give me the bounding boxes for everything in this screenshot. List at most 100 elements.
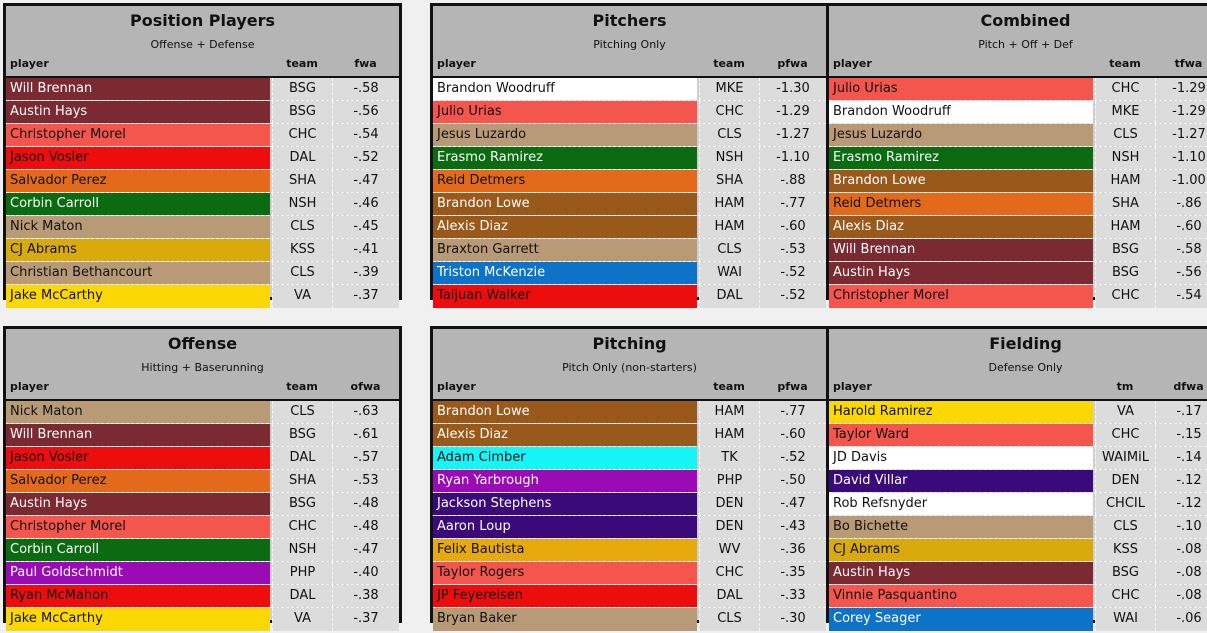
team-cell: PHP [272,562,332,584]
column-header-player[interactable]: player [437,380,476,393]
player-name-cell: Bryan Baker [433,608,697,631]
value-cell: -.60 [759,424,826,446]
column-header-player[interactable]: player [833,380,872,393]
column-header-value[interactable]: fwa [354,57,377,70]
value-cell: -.14 [1155,447,1207,469]
team-cell: CLS [699,608,759,631]
player-name-cell: Taylor Ward [829,424,1093,446]
panel-header: Pitching Pitch Only (non-starters) player t… [433,329,826,399]
value-cell: -.06 [1155,608,1207,631]
player-name-cell: Ryan McMahon [6,585,270,607]
column-header-player[interactable]: player [10,380,49,393]
player-name-cell: Taylor Rogers [433,562,697,584]
column-header-team[interactable]: team [713,380,745,393]
panel-subtitle: Pitch + Off + Def [978,38,1073,51]
value-cell: -.08 [1155,539,1207,561]
table-row: Reid Detmers SHA -.88 [433,170,826,193]
team-cell: HAM [1095,216,1155,238]
panel-offense: Offense Hitting + Baserunning player team of… [3,326,402,631]
panel-subtitle: Defense Only [988,361,1063,374]
column-header-team[interactable]: team [286,57,318,70]
value-cell: -.43 [759,516,826,538]
column-header-value[interactable]: pfwa [777,380,808,393]
team-cell: BSG [1095,262,1155,284]
team-cell: NSH [699,147,759,169]
column-header-value[interactable]: dfwa [1173,380,1204,393]
value-cell: -.57 [332,447,399,469]
value-cell: -.63 [332,401,399,423]
table-row: Alexis Diaz HAM -.60 [829,216,1207,239]
team-cell: BSG [272,101,332,123]
value-cell: -.37 [332,285,399,308]
value-cell: -.60 [1155,216,1207,238]
value-cell: -.50 [759,470,826,492]
team-cell: DAL [699,585,759,607]
table-row: Julio Urias CHC -1.29 [829,78,1207,101]
table-row: Bryan Baker CLS -.30 [433,608,826,631]
team-cell: DAL [699,285,759,308]
column-header-value[interactable]: tfwa [1174,57,1203,70]
value-cell: -.47 [759,493,826,515]
column-header-player[interactable]: player [437,57,476,70]
player-name-cell: Jake McCarthy [6,608,270,631]
player-name-cell: Christopher Morel [6,516,270,538]
table-row: Taylor Ward CHC -.15 [829,424,1207,447]
team-cell: DEN [1095,470,1155,492]
table-row: Aaron Loup DEN -.43 [433,516,826,539]
column-header-team[interactable]: team [1109,57,1141,70]
value-cell: -.54 [332,124,399,146]
table-row: Salvador Perez SHA -.47 [6,170,399,193]
value-cell: -.35 [759,562,826,584]
value-cell: -1.29 [759,101,826,123]
column-header-value[interactable]: ofwa [350,380,381,393]
player-name-cell: Brandon Lowe [433,193,697,215]
table-row: Austin Hays BSG -.08 [829,562,1207,585]
team-cell: CHC [272,124,332,146]
panel-title: Position Players [129,11,276,30]
column-header-value[interactable]: pfwa [777,57,808,70]
team-cell: BSG [272,493,332,515]
column-header-team[interactable]: tm [1116,380,1134,393]
table-row: Christopher Morel CHC -.54 [829,285,1207,308]
player-name-cell: Braxton Garrett [433,239,697,261]
table-row: Corey Seager WAI -.06 [829,608,1207,631]
column-header-player[interactable]: player [10,57,49,70]
player-name-cell: Nick Maton [6,216,270,238]
value-cell: -.58 [1155,239,1207,261]
table-row: Brandon Woodruff MKE -1.30 [433,78,826,101]
column-header-team[interactable]: team [286,380,318,393]
value-cell: -.17 [1155,401,1207,423]
player-name-cell: Jake McCarthy [6,285,270,308]
column-header-player[interactable]: player [833,57,872,70]
team-cell: CHCIL [1095,493,1155,515]
player-name-cell: Austin Hays [829,262,1093,284]
team-cell: DEN [699,516,759,538]
value-cell: -.38 [332,585,399,607]
team-cell: WAI [1095,608,1155,631]
player-name-cell: Will Brennan [6,78,270,100]
team-cell: HAM [1095,170,1155,192]
table-row: Erasmo Ramirez NSH -1.10 [433,147,826,170]
player-name-cell: Corey Seager [829,608,1093,631]
player-name-cell: Aaron Loup [433,516,697,538]
team-cell: HAM [699,216,759,238]
value-cell: -.12 [1155,493,1207,515]
team-cell: CHC [272,516,332,538]
player-name-cell: Corbin Carroll [6,539,270,561]
table-row: Brandon Lowe HAM -.77 [433,401,826,424]
table-row: JP Feyereisen DAL -.33 [433,585,826,608]
team-cell: SHA [1095,193,1155,215]
player-name-cell: Erasmo Ramirez [433,147,697,169]
player-name-cell: Taijuan Walker [433,285,697,308]
table-row: Austin Hays BSG -.48 [6,493,399,516]
team-cell: CHC [1095,424,1155,446]
panel-pitchers: Pitchers Pitching Only player team pfwa Brand… [430,3,829,308]
table-row: Will Brennan BSG -.58 [829,239,1207,262]
value-cell: -.53 [759,239,826,261]
value-cell: -.45 [332,216,399,238]
column-header-team[interactable]: team [713,57,745,70]
table-row: Salvador Perez SHA -.53 [6,470,399,493]
value-cell: -1.29 [1155,101,1207,123]
value-cell: -.10 [1155,516,1207,538]
player-name-cell: Alexis Diaz [433,424,697,446]
